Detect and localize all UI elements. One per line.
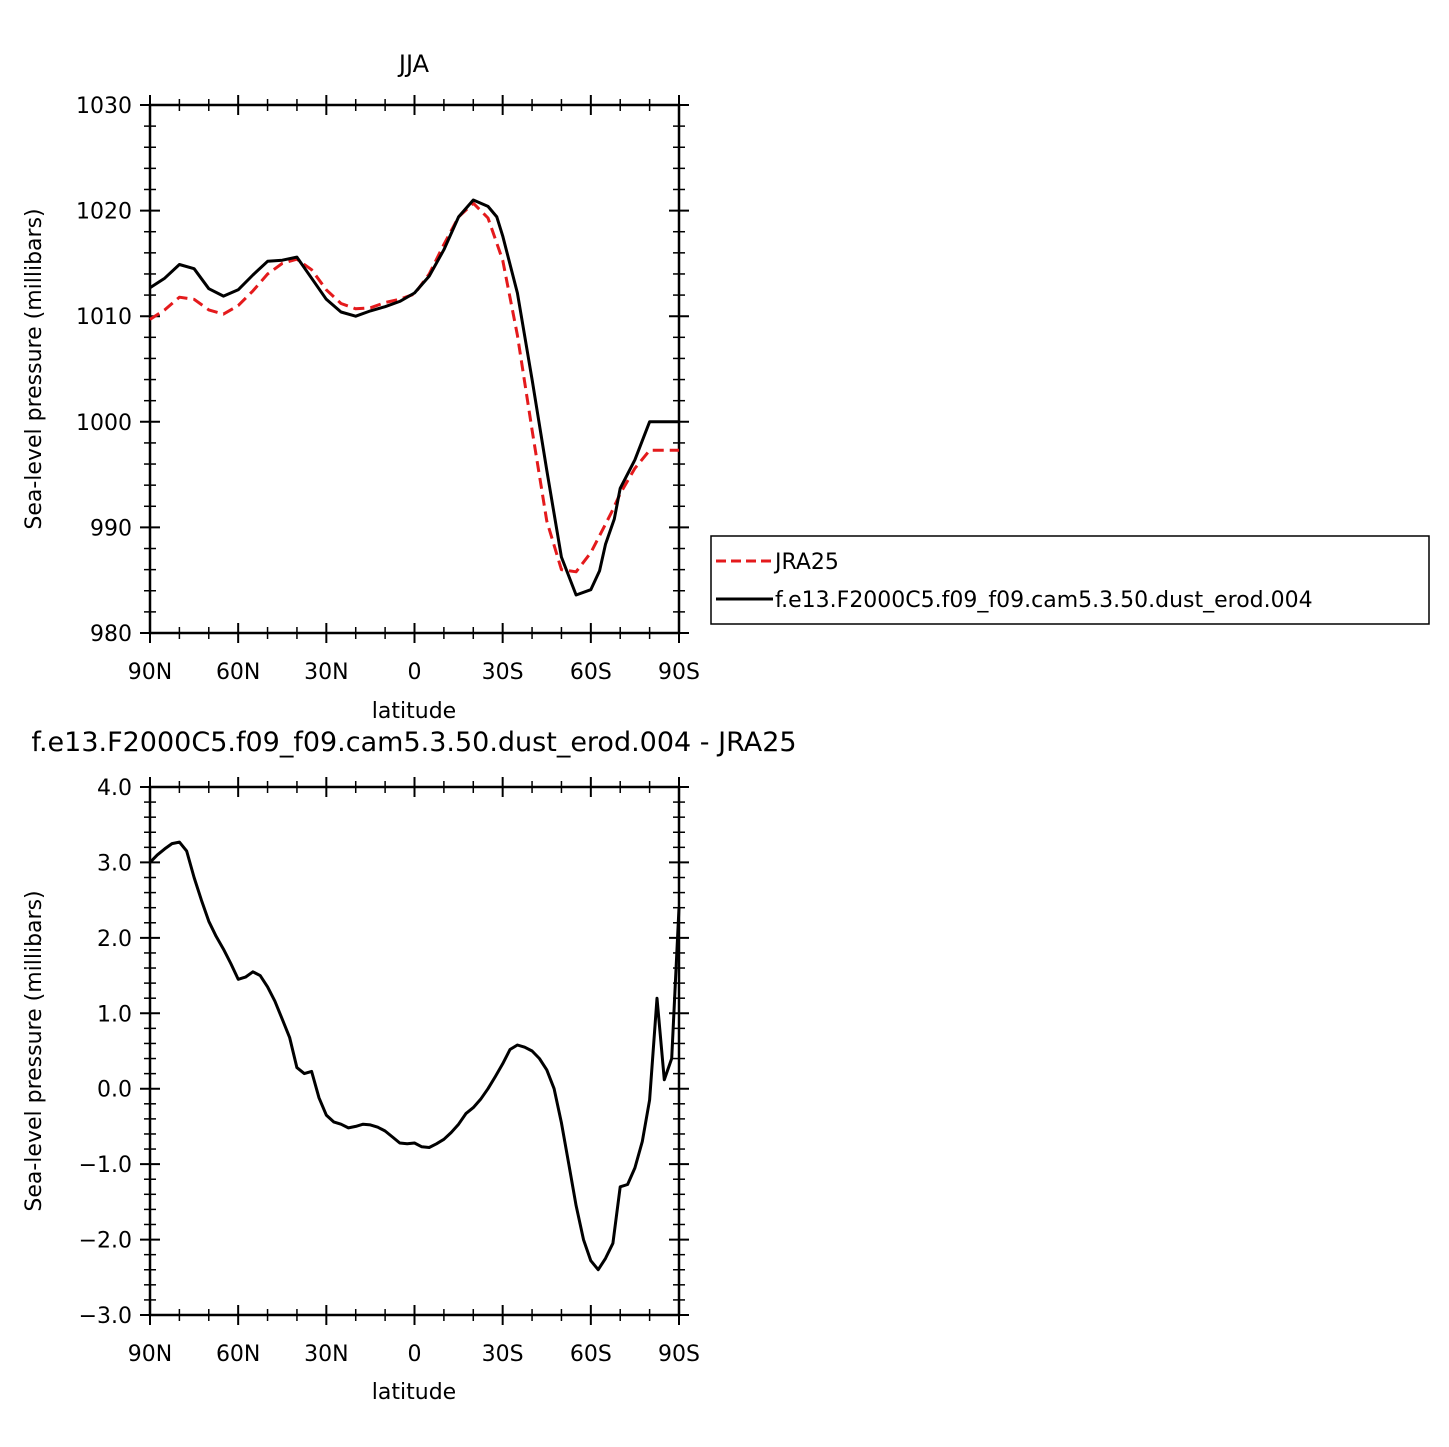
y-tick-label: −3.0: [79, 1304, 132, 1329]
bottom-chart-x-tick-labels: 90N 60N 30N 0 30S 60S 90S: [128, 1342, 700, 1367]
y-tick-label: 3.0: [97, 851, 132, 876]
series-line-jra25: [149, 201, 679, 574]
bottom-chart-x-axis-label: latitude: [372, 1380, 456, 1405]
bottom-chart-plot-frame: [148, 785, 681, 1317]
x-tick-label: 0: [408, 1342, 422, 1367]
bottom-chart-y-axis-label: Sea-level pressure (millibars): [22, 890, 47, 1211]
top-chart-plot-frame: [148, 103, 681, 635]
x-tick-label: 30S: [482, 660, 524, 685]
bottom-chart: f.e13.F2000C5.f09_f09.cam5.3.50.dust_ero…: [22, 727, 797, 1405]
x-tick-label: 60S: [570, 1342, 612, 1367]
top-chart-x-tick-labels: 90N 60N 30N 0 30S 60S 90S: [128, 660, 700, 685]
top-chart-y-axis-label: Sea-level pressure (millibars): [22, 208, 47, 529]
x-tick-label: 60S: [570, 660, 612, 685]
legend-label-jra25: JRA25: [773, 550, 839, 575]
y-tick-label: −1.0: [79, 1153, 132, 1178]
top-chart-ticks: [140, 95, 689, 643]
x-tick-label: 90S: [658, 1342, 700, 1367]
x-tick-label: 0: [408, 660, 422, 685]
bottom-chart-y-tick-labels: −3.0 −2.0 −1.0 0.0 1.0 2.0 3.0 4.0: [79, 776, 132, 1329]
y-tick-label: 1000: [76, 411, 132, 436]
y-tick-label: 4.0: [97, 776, 132, 801]
y-tick-label: 1010: [76, 305, 132, 330]
y-tick-label: 990: [90, 516, 132, 541]
top-chart: JJA 90N 60N 30N 0 30S 60S 90S 980 990 1000 1010 10…: [22, 50, 700, 724]
bottom-chart-title: f.e13.F2000C5.f09_f09.cam5.3.50.dust_ero…: [31, 727, 796, 758]
x-tick-label: 60N: [216, 1342, 260, 1367]
legend-label-model: f.e13.F2000C5.f09_f09.cam5.3.50.dust_ero…: [775, 588, 1313, 613]
y-tick-label: 1030: [76, 94, 132, 119]
y-tick-label: 980: [90, 622, 132, 647]
top-chart-x-axis-label: latitude: [372, 699, 456, 724]
y-tick-label: 1020: [76, 200, 132, 225]
y-tick-label: 1.0: [97, 1002, 132, 1027]
y-tick-label: 0.0: [97, 1078, 132, 1103]
y-tick-label: 2.0: [97, 927, 132, 952]
x-tick-label: 90N: [128, 1342, 172, 1367]
bottom-chart-ticks: [140, 777, 689, 1325]
bottom-chart-series: [148, 840, 681, 1272]
x-tick-label: 30N: [304, 660, 348, 685]
legend: JRA25 f.e13.F2000C5.f09_f09.cam5.3.50.du…: [710, 535, 1430, 625]
x-tick-label: 90N: [128, 660, 172, 685]
x-tick-label: 30S: [482, 1342, 524, 1367]
legend-box: [710, 535, 1430, 625]
top-chart-title: JJA: [397, 50, 430, 78]
top-chart-y-tick-labels: 980 990 1000 1010 1020 1030: [76, 94, 132, 647]
top-chart-series: [149, 198, 679, 597]
series-line-model: [148, 840, 681, 1272]
series-line-model: [149, 198, 679, 597]
x-tick-label: 30N: [304, 1342, 348, 1367]
x-tick-label: 60N: [216, 660, 260, 685]
y-tick-label: −2.0: [79, 1229, 132, 1254]
x-tick-label: 90S: [658, 660, 700, 685]
